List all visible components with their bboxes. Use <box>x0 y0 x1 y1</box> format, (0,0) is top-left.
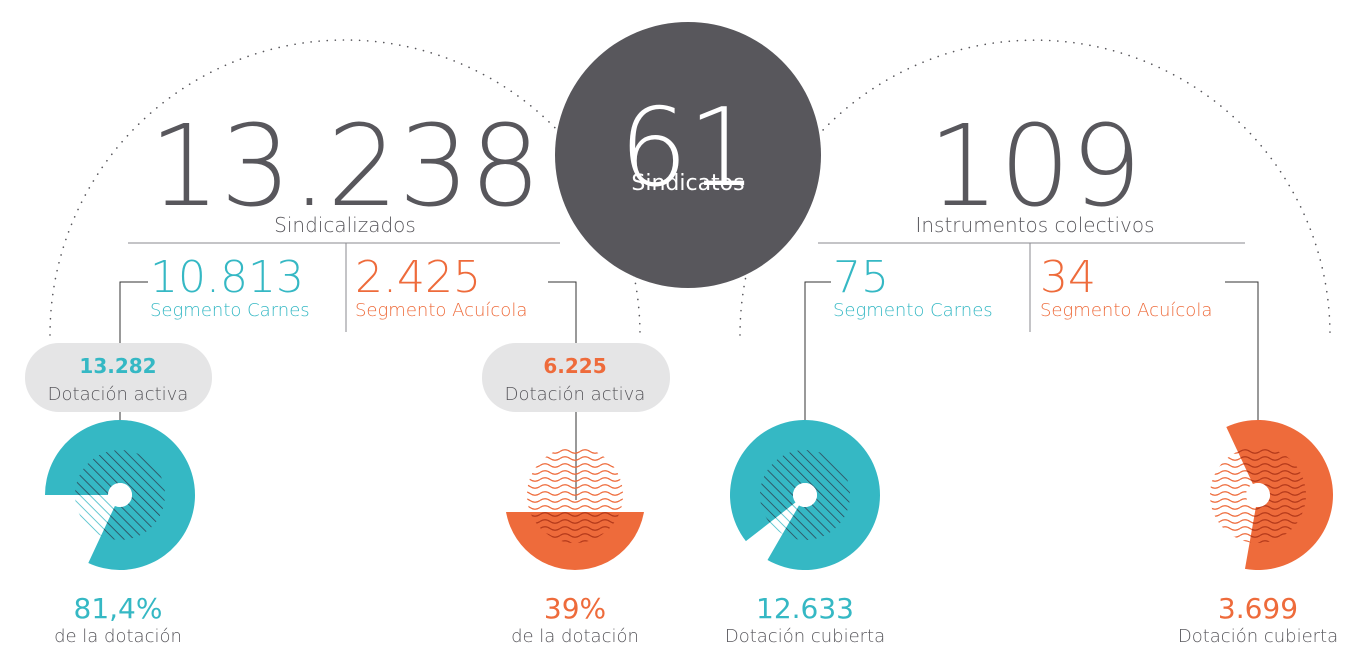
pie-graphic <box>45 420 195 570</box>
segment-number: 34 <box>1040 252 1096 303</box>
segment-number: 2.425 <box>355 252 481 303</box>
page: Sindicatos {"center": {"number": "61", "… <box>0 0 1372 653</box>
pill-label: Dotación activa <box>48 384 189 405</box>
body: 61 Sindicatos 13.238 Sindicalizados 10.8… <box>0 0 1372 653</box>
pie-graphic <box>1210 420 1333 570</box>
result-label: Dotación cubierta <box>1178 626 1338 647</box>
result-number: 39% <box>544 592 606 625</box>
segment-label: Segmento Acuícola <box>355 300 527 321</box>
pie-hole <box>793 483 817 507</box>
result-label: de la dotación <box>54 626 182 647</box>
infographic: 61 Sindicatos 13.238 Sindicalizados 10.8… <box>0 0 1372 653</box>
pie-hole <box>1246 483 1270 507</box>
segment-label: Segmento Carnes <box>833 300 993 321</box>
pie-graphic <box>730 420 880 570</box>
right-label: Instrumentos colectivos <box>915 213 1154 237</box>
center-label: Sindicatos <box>631 171 744 196</box>
pie-graphic <box>505 430 645 570</box>
segment-label: Segmento Carnes <box>150 300 310 321</box>
result-number: 81,4% <box>74 592 163 625</box>
left-label: Sindicalizados <box>274 213 416 237</box>
pill-number: 13.282 <box>79 354 156 378</box>
result-number: 12.633 <box>756 592 854 625</box>
pill-label: Dotación activa <box>505 384 646 405</box>
pie-hole <box>108 483 132 507</box>
pill-number: 6.225 <box>543 354 606 378</box>
segment-number: 10.813 <box>150 252 304 303</box>
result-label: de la dotación <box>511 626 639 647</box>
result-number: 3.699 <box>1218 592 1298 625</box>
result-label: Dotación cubierta <box>725 626 885 647</box>
segment-number: 75 <box>833 252 889 303</box>
segment-label: Segmento Acuícola <box>1040 300 1212 321</box>
